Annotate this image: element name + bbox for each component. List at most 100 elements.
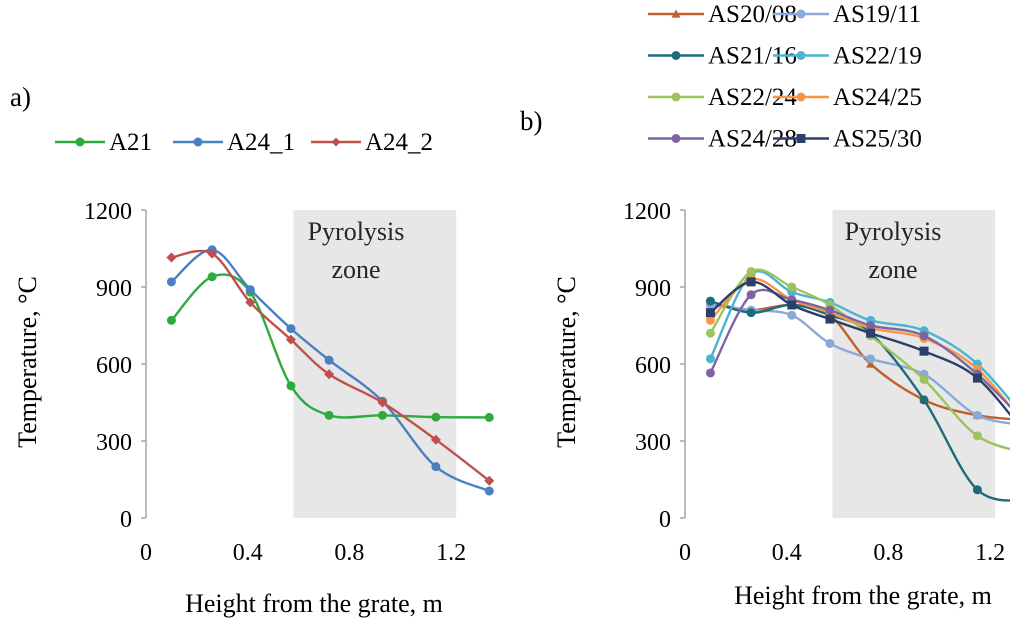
chart-panel-b: Pyrolysis zone 0 300 600 900 1200 0 0.4 0.8 1.2 Tem…: [520, 1, 1010, 610]
panel-label: a): [10, 82, 31, 112]
legend-item: A21: [55, 129, 152, 156]
legend-item: AS24/25: [773, 84, 922, 111]
legend-label: AS22/19: [833, 43, 922, 70]
data-point: [972, 431, 982, 441]
pyrolysis-zone-band: [293, 210, 457, 518]
plot-area: [705, 267, 1010, 502]
data-point: [866, 354, 876, 364]
y-tick-label: 1200: [84, 199, 132, 225]
legend-item: A24_1: [173, 129, 295, 156]
data-point: [746, 290, 756, 300]
data-point: [746, 277, 756, 287]
y-tick-label: 0: [659, 507, 671, 533]
data-point: [484, 475, 495, 486]
zone-label-line2: zone: [868, 255, 917, 284]
panel-label: b): [520, 106, 543, 136]
y-tick-label: 300: [96, 430, 132, 456]
data-point: [919, 331, 929, 341]
data-point: [825, 305, 835, 315]
data-point: [787, 300, 797, 310]
y-tick-label: 600: [635, 353, 671, 379]
series-line-A21: [170, 273, 490, 419]
legend-label: A24_2: [365, 129, 433, 156]
data-point: [377, 410, 387, 420]
y-axis-label: Temperature, °C: [552, 276, 581, 448]
data-point: [919, 374, 929, 384]
x-tick-label: 0: [140, 540, 152, 566]
data-point: [245, 285, 255, 295]
series-line-AS21/16: [710, 299, 1010, 502]
data-point: [705, 308, 715, 318]
legend-item: AS19/11: [773, 1, 921, 28]
data-point: [286, 381, 296, 391]
data-point: [705, 296, 715, 306]
y-tick-label: 300: [635, 430, 671, 456]
data-point: [705, 368, 715, 378]
data-point: [787, 310, 797, 320]
legend-label: AS19/11: [833, 1, 921, 28]
legend-item: AS22/24: [648, 84, 797, 111]
data-point: [746, 267, 756, 277]
data-point: [866, 359, 876, 368]
data-point: [431, 462, 441, 472]
data-point: [431, 412, 441, 422]
data-point: [972, 410, 982, 420]
data-point: [377, 397, 388, 408]
data-point: [484, 412, 494, 422]
data-point: [705, 315, 715, 325]
x-tick-label: 0.4: [772, 540, 802, 566]
zone-label-line1: Pyrolysis: [308, 217, 405, 246]
y-axis-label: Temperature, °C: [13, 276, 42, 448]
data-point: [972, 485, 982, 495]
data-point: [166, 277, 176, 287]
data-point: [430, 434, 441, 445]
y-tick-label: 0: [120, 507, 132, 533]
legend-item: A24_2: [311, 129, 433, 156]
data-point: [285, 334, 296, 345]
pyrolysis-zone-band: [832, 210, 996, 518]
x-tick-label: 0: [679, 540, 691, 566]
data-point: [705, 354, 715, 364]
legend-item: AS25/30: [773, 126, 922, 153]
data-point: [324, 369, 335, 380]
data-point: [245, 297, 256, 308]
x-tick-label: 0.8: [873, 540, 903, 566]
y-tick-label: 1200: [623, 199, 671, 225]
chart-panel-a: Pyrolysis zone 0 300 600 900 1200 0 0.4 0.8 1.2 Tem…: [10, 82, 495, 618]
y-tick-label: 600: [96, 353, 132, 379]
legend-label: A21: [109, 129, 152, 156]
data-point: [919, 395, 929, 405]
series-line-A24_1: [170, 248, 490, 493]
x-tick-label: 1.2: [436, 540, 466, 566]
x-axis-label: Height from the grate, m: [734, 581, 992, 610]
data-point: [286, 324, 296, 334]
data-point: [166, 315, 176, 325]
data-point: [324, 410, 334, 420]
legend-item: AS22/19: [773, 43, 922, 70]
data-point: [866, 321, 876, 330]
x-axis-label: Height from the grate, m: [185, 589, 443, 618]
data-point: [825, 338, 835, 348]
data-point: [866, 328, 876, 338]
zone-label-line2: zone: [331, 255, 380, 284]
data-point: [484, 486, 494, 496]
x-tick-label: 1.2: [975, 540, 1005, 566]
data-point: [972, 373, 982, 383]
legend-label: AS25/30: [833, 126, 922, 153]
data-point: [324, 355, 334, 365]
data-point: [207, 272, 217, 282]
legend-label: AS24/25: [833, 84, 922, 111]
y-tick-label: 900: [635, 276, 671, 302]
plot-area: [166, 245, 495, 496]
x-tick-label: 0.8: [334, 540, 364, 566]
data-point: [825, 314, 835, 324]
data-point: [705, 328, 715, 338]
data-point: [787, 282, 797, 292]
legend-label: A24_1: [227, 129, 295, 156]
x-tick-label: 0.4: [233, 540, 263, 566]
data-point: [919, 346, 929, 356]
data-point: [746, 308, 756, 318]
zone-label-line1: Pyrolysis: [845, 217, 942, 246]
data-point: [166, 252, 177, 263]
